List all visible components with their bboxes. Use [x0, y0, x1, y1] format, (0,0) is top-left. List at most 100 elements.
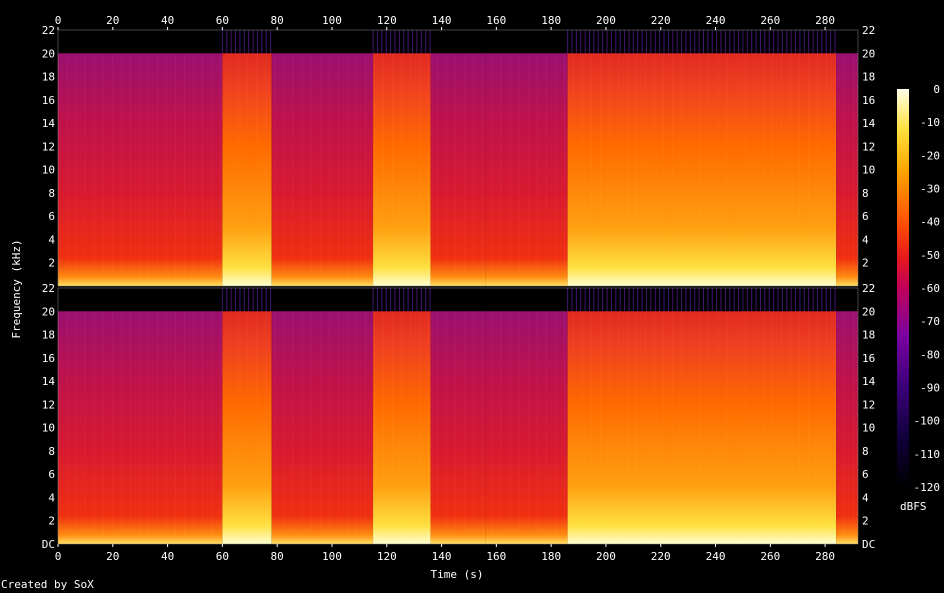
- y-tick-label-left: 6: [48, 210, 55, 223]
- y-tick-label-left: 8: [48, 445, 55, 458]
- x-tick-label-top: 220: [651, 14, 671, 27]
- colorbar-tick-label: -80: [920, 348, 940, 361]
- x-tick-label-top: 100: [322, 14, 342, 27]
- x-tick-label-top: 60: [216, 14, 229, 27]
- channel-2-segment: [430, 311, 486, 544]
- colorbar-tick-label: -100: [914, 415, 941, 428]
- y-tick-label-right: 12: [862, 398, 875, 411]
- y-tick-label-left: 10: [42, 164, 55, 177]
- x-tick-label-bottom: 160: [486, 550, 506, 563]
- y-tick-label-right: 20: [862, 305, 875, 318]
- colorbar-tick-label: -110: [914, 448, 941, 461]
- y-tick-label-right: DC: [862, 538, 875, 551]
- channel-2-segment: [373, 311, 431, 544]
- colorbar-tick-label: -10: [920, 116, 940, 129]
- colorbar-tick-label: -90: [920, 382, 940, 395]
- x-tick-label-bottom: 200: [596, 550, 616, 563]
- y-tick-label-left: 22: [42, 282, 55, 295]
- y-tick-label-left: 4: [48, 233, 55, 246]
- y-tick-label-right: 22: [862, 282, 875, 295]
- y-tick-label-left: 20: [42, 305, 55, 318]
- x-tick-label-top: 140: [432, 14, 452, 27]
- y-tick-label-left: DC: [42, 538, 55, 551]
- y-tick-label-left: 14: [42, 117, 56, 130]
- y-tick-label-left: 16: [42, 94, 55, 107]
- colorbar-tick-label: -40: [920, 216, 940, 229]
- y-tick-label-right: 16: [862, 94, 875, 107]
- y-tick-label-left: 22: [42, 24, 55, 37]
- y-tick-label-right: 12: [862, 140, 875, 153]
- colorbar-tick-label: -70: [920, 315, 940, 328]
- y-tick-label-right: 2: [862, 515, 869, 528]
- y-tick-label-left: 8: [48, 187, 55, 200]
- channel-1-segment: [271, 53, 374, 286]
- x-tick-label-top: 180: [541, 14, 561, 27]
- x-tick-label-bottom: 60: [216, 550, 229, 563]
- x-axis-label: Time (s): [431, 568, 484, 581]
- y-tick-label-left: 10: [42, 422, 55, 435]
- y-tick-label-right: 10: [862, 422, 875, 435]
- y-tick-label-right: 14: [862, 375, 876, 388]
- channel-2-segment: [222, 311, 272, 544]
- x-tick-label-top: 120: [377, 14, 397, 27]
- y-tick-label-right: 4: [862, 233, 869, 246]
- y-tick-label-right: 18: [862, 329, 875, 342]
- x-tick-label-top: 240: [706, 14, 726, 27]
- colorbar-tick-label: -50: [920, 249, 940, 262]
- x-tick-label-bottom: 260: [760, 550, 780, 563]
- x-tick-label-bottom: 180: [541, 550, 561, 563]
- y-tick-label-left: 18: [42, 329, 55, 342]
- channel-1-segment: [485, 53, 568, 286]
- y-tick-label-right: 10: [862, 164, 875, 177]
- y-tick-label-right: 6: [862, 468, 869, 481]
- channel-2-frame: [57, 287, 859, 545]
- colorbar-tick-label: -120: [914, 481, 941, 494]
- x-tick-label-bottom: 220: [651, 550, 671, 563]
- x-tick-label-top: 20: [106, 14, 119, 27]
- channel-1-segment: [373, 53, 431, 286]
- x-tick-label-bottom: 20: [106, 550, 119, 563]
- y-tick-label-right: 4: [862, 491, 869, 504]
- y-tick-label-left: 2: [48, 515, 55, 528]
- x-tick-label-bottom: 0: [55, 550, 62, 563]
- x-tick-label-top: 0: [55, 14, 62, 27]
- y-tick-label-left: 20: [42, 47, 55, 60]
- y-tick-label-right: 16: [862, 352, 875, 365]
- x-tick-label-bottom: 140: [432, 550, 452, 563]
- y-tick-label-left: 14: [42, 375, 56, 388]
- channel-1-segment: [430, 53, 486, 286]
- colorbar-tick-label: 0: [933, 83, 940, 96]
- x-tick-label-top: 200: [596, 14, 616, 27]
- x-tick-label-bottom: 80: [271, 550, 284, 563]
- colorbar-tick-label: -20: [920, 149, 940, 162]
- channel-2-segment: [271, 311, 374, 544]
- channel-2-segment: [836, 311, 858, 544]
- colorbar-scale: [897, 89, 909, 487]
- x-tick-label-top: 160: [486, 14, 506, 27]
- colorbar: -120-110-100-90-80-70-60-50-40-30-20-100…: [897, 83, 940, 513]
- y-tick-label-right: 6: [862, 210, 869, 223]
- x-tick-label-bottom: 240: [706, 550, 726, 563]
- y-tick-label-right: 22: [862, 24, 875, 37]
- channel-1-segment: [58, 53, 223, 286]
- colorbar-tick-label: -30: [920, 183, 940, 196]
- y-tick-label-right: 18: [862, 71, 875, 84]
- y-tick-label-left: 18: [42, 71, 55, 84]
- y-tick-label-left: 6: [48, 468, 55, 481]
- y-tick-label-left: 12: [42, 140, 55, 153]
- credit-text: Created by SoX: [1, 578, 94, 591]
- channel-2-segment: [485, 311, 568, 544]
- y-axis-label: Frequency (kHz): [10, 239, 23, 338]
- y-tick-label-right: 8: [862, 445, 869, 458]
- x-tick-label-top: 40: [161, 14, 174, 27]
- y-tick-label-right: 14: [862, 117, 876, 130]
- channel-1-frame: [57, 29, 859, 287]
- colorbar-label: dBFS: [900, 500, 927, 513]
- y-tick-label-right: 8: [862, 187, 869, 200]
- colorbar-tick-label: -60: [920, 282, 940, 295]
- channel-1-segment: [567, 53, 837, 286]
- y-tick-label-left: 4: [48, 491, 55, 504]
- x-tick-label-bottom: 280: [815, 550, 835, 563]
- x-tick-label-top: 80: [271, 14, 284, 27]
